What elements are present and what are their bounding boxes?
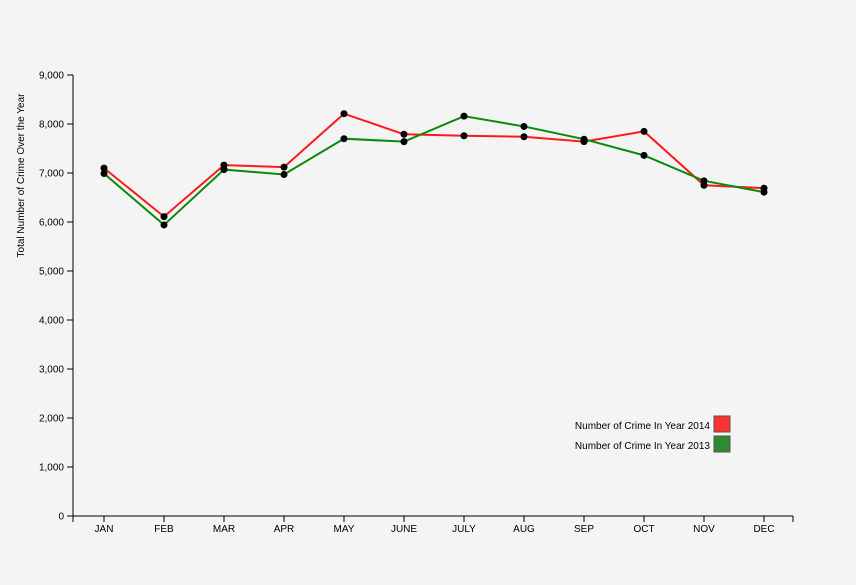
series-points (100, 110, 768, 229)
x-tick-label: JUNE (391, 524, 417, 535)
y-tick-label: 8,000 (39, 120, 64, 131)
data-point[interactable] (700, 177, 708, 185)
y-tick-label: 3,000 (39, 365, 64, 376)
legend-swatch (713, 415, 731, 433)
x-tick-label: SEP (574, 524, 594, 535)
y-tick-label: 5,000 (39, 267, 64, 278)
data-point[interactable] (160, 221, 168, 229)
y-tick-label: 2,000 (39, 414, 64, 425)
data-point[interactable] (280, 163, 288, 171)
y-tick-label: 6,000 (39, 218, 64, 229)
x-tick-label: FEB (154, 524, 174, 535)
data-point[interactable] (640, 127, 648, 135)
data-point[interactable] (340, 110, 348, 118)
x-tick-label: DEC (753, 524, 774, 535)
x-axis: JAN FEB MAR APR MAY JUNE JULY AUG SEP OCT NOV DEC (72, 515, 794, 535)
data-point[interactable] (460, 112, 468, 120)
legend: Number of Crime In Year 2014 Number of Cr… (575, 415, 731, 453)
y-axis: 0 1,000 2,000 3,000 4,000 5,000 6,000 7,000 8,00… (39, 71, 74, 523)
legend-label: Number of Crime In Year 2014 (575, 421, 711, 432)
y-tick-label: 9,000 (39, 71, 64, 82)
series-line-1 (103, 112, 765, 218)
x-tick-label: JULY (452, 524, 476, 535)
x-tick-label: NOV (693, 524, 715, 535)
series-lines (103, 112, 765, 227)
x-tick-label: AUG (513, 524, 535, 535)
data-point[interactable] (640, 151, 648, 159)
x-tick-label: MAY (334, 524, 355, 535)
data-point[interactable] (520, 122, 528, 130)
legend-swatch (713, 435, 731, 453)
y-tick-label: 0 (58, 512, 64, 523)
x-tick-label: JAN (95, 524, 114, 535)
series-line-2 (103, 115, 765, 227)
data-point[interactable] (160, 213, 168, 221)
data-point[interactable] (760, 188, 768, 196)
y-axis-title: Total Number of Crime Over the Year (16, 93, 27, 258)
y-tick-label: 4,000 (39, 316, 64, 327)
y-tick-label: 1,000 (39, 463, 64, 474)
x-tick-label: OCT (633, 524, 654, 535)
data-point[interactable] (340, 135, 348, 143)
data-point[interactable] (280, 170, 288, 178)
x-tick-label: APR (274, 524, 295, 535)
data-point[interactable] (220, 166, 228, 174)
data-point[interactable] (100, 169, 108, 177)
data-point[interactable] (520, 133, 528, 141)
data-point[interactable] (100, 164, 108, 172)
data-point[interactable] (460, 132, 468, 140)
data-point[interactable] (400, 130, 408, 138)
y-tick-label: 7,000 (39, 169, 64, 180)
legend-label: Number of Crime In Year 2013 (575, 441, 711, 452)
data-point[interactable] (400, 138, 408, 146)
x-tick-label: MAR (213, 524, 235, 535)
data-point[interactable] (580, 135, 588, 143)
